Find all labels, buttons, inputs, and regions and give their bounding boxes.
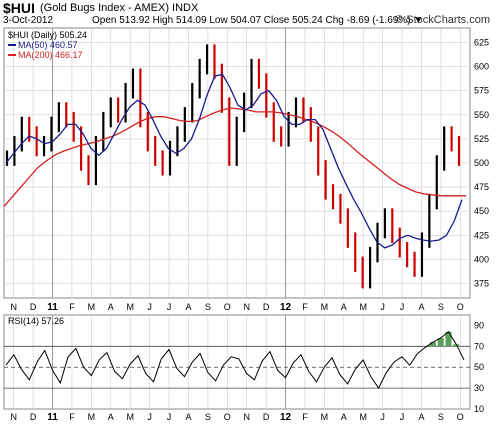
rsi-overbought-fill (429, 331, 460, 347)
index-full-name: (Gold Bugs Index - AMEX) INDX (40, 2, 199, 14)
month-tick-label: J (380, 412, 385, 422)
month-tick-label: F (302, 302, 308, 312)
rsi-gridlines (4, 315, 470, 409)
month-tick-label: N (243, 302, 250, 312)
price-tick-label: 400 (474, 254, 489, 264)
month-tick-label: M (88, 302, 96, 312)
rsi-tick-label: 50 (474, 362, 484, 372)
month-tick-label: M (321, 302, 329, 312)
price-tick-label: 625 (474, 37, 489, 47)
price-tick-label: 500 (474, 158, 489, 168)
month-tick-label: A (108, 302, 114, 312)
month-tick-label: 11 (47, 302, 58, 313)
month-tick-label: O (457, 412, 464, 422)
month-tick-label: S (438, 302, 444, 312)
month-tick-label: 12 (280, 302, 292, 313)
month-tick-label: D (30, 302, 37, 312)
stockcharts-brand: © StockCharts.com (395, 14, 490, 26)
month-tick-label: D (30, 412, 37, 422)
price-tick-label: 575 (474, 86, 489, 96)
month-tick-label: J (167, 412, 172, 422)
month-tick-label: N (10, 302, 17, 312)
price-tick-label: 450 (474, 206, 489, 216)
price-tick-label: 475 (474, 182, 489, 192)
month-tick-label: F (302, 412, 308, 422)
month-tick-label: M (321, 412, 329, 422)
legend-price: $HUI (Daily) 505.24 (8, 30, 87, 40)
month-tick-label: 12 (280, 412, 292, 423)
month-tick-label: N (10, 412, 17, 422)
price-tick-label: 425 (474, 230, 489, 240)
month-tick-label: M (126, 412, 134, 422)
month-tick-label: D (263, 412, 270, 422)
rsi-tick-label: 70 (474, 341, 484, 351)
price-tick-label: 375 (474, 279, 489, 289)
month-tick-label: M (88, 412, 96, 422)
rsi-tick-label: 90 (474, 320, 484, 330)
quote-date: 3-Oct-2012 (3, 15, 54, 26)
month-tick-label: D (263, 302, 270, 312)
month-tick-label: A (418, 302, 424, 312)
month-tick-label: M (359, 412, 367, 422)
legend-ma50: MA(50) 460.57 (18, 40, 78, 50)
month-tick-label: S (205, 302, 211, 312)
month-tick-label: J (147, 302, 152, 312)
price-tick-label: 550 (474, 110, 489, 120)
rsi-panel-frame (3, 314, 471, 410)
month-tick-label: J (400, 302, 405, 312)
month-tick-label: A (185, 302, 191, 312)
month-tick-label: A (185, 412, 191, 422)
month-tick-label: J (380, 302, 385, 312)
month-axis-top: N D 11 F M A M J J A S O N D 12 F M A M J J A S O (10, 302, 463, 313)
month-tick-label: M (126, 302, 134, 312)
month-tick-label: A (108, 412, 114, 422)
quote-summary: Open 513.92 High 514.09 Low 504.07 Close… (92, 15, 424, 26)
month-tick-label: 11 (47, 412, 58, 423)
month-tick-label: J (400, 412, 405, 422)
month-tick-label: J (147, 412, 152, 422)
month-tick-label: O (224, 302, 231, 312)
legend-rsi: RSI(14) 57.26 (8, 316, 64, 326)
month-tick-label: O (224, 412, 231, 422)
month-tick-label: F (69, 412, 75, 422)
month-tick-label: J (167, 302, 172, 312)
month-axis-bottom: N D 11 F M A M J J A S O N D 12 F M A M J J A S O (10, 412, 463, 423)
ticker-symbol: $HUI (3, 0, 35, 16)
month-tick-label: O (457, 302, 464, 312)
price-bars (5, 44, 461, 289)
ma50-line (5, 73, 463, 249)
price-tick-label: 600 (474, 62, 489, 72)
month-tick-label: F (69, 302, 75, 312)
price-tick-label: 525 (474, 134, 489, 144)
month-tick-label: M (359, 302, 367, 312)
rsi-tick-label: 30 (474, 383, 484, 393)
month-tick-label: S (438, 412, 444, 422)
month-tick-label: A (418, 412, 424, 422)
month-tick-label: A (341, 302, 347, 312)
ma200-line (3, 107, 466, 207)
rsi-line (5, 330, 465, 390)
month-tick-label: A (341, 412, 347, 422)
rsi-axis-labels: 10 30 50 70 90 (474, 320, 484, 414)
month-tick-label: S (205, 412, 211, 422)
legend-ma200: MA(200) 466.17 (18, 50, 83, 60)
month-tick-label: N (243, 412, 250, 422)
price-axis-labels: 375 400 425 450 475 500 525 550 575 600 625 (474, 37, 489, 288)
rsi-tick-label: 10 (474, 404, 484, 414)
